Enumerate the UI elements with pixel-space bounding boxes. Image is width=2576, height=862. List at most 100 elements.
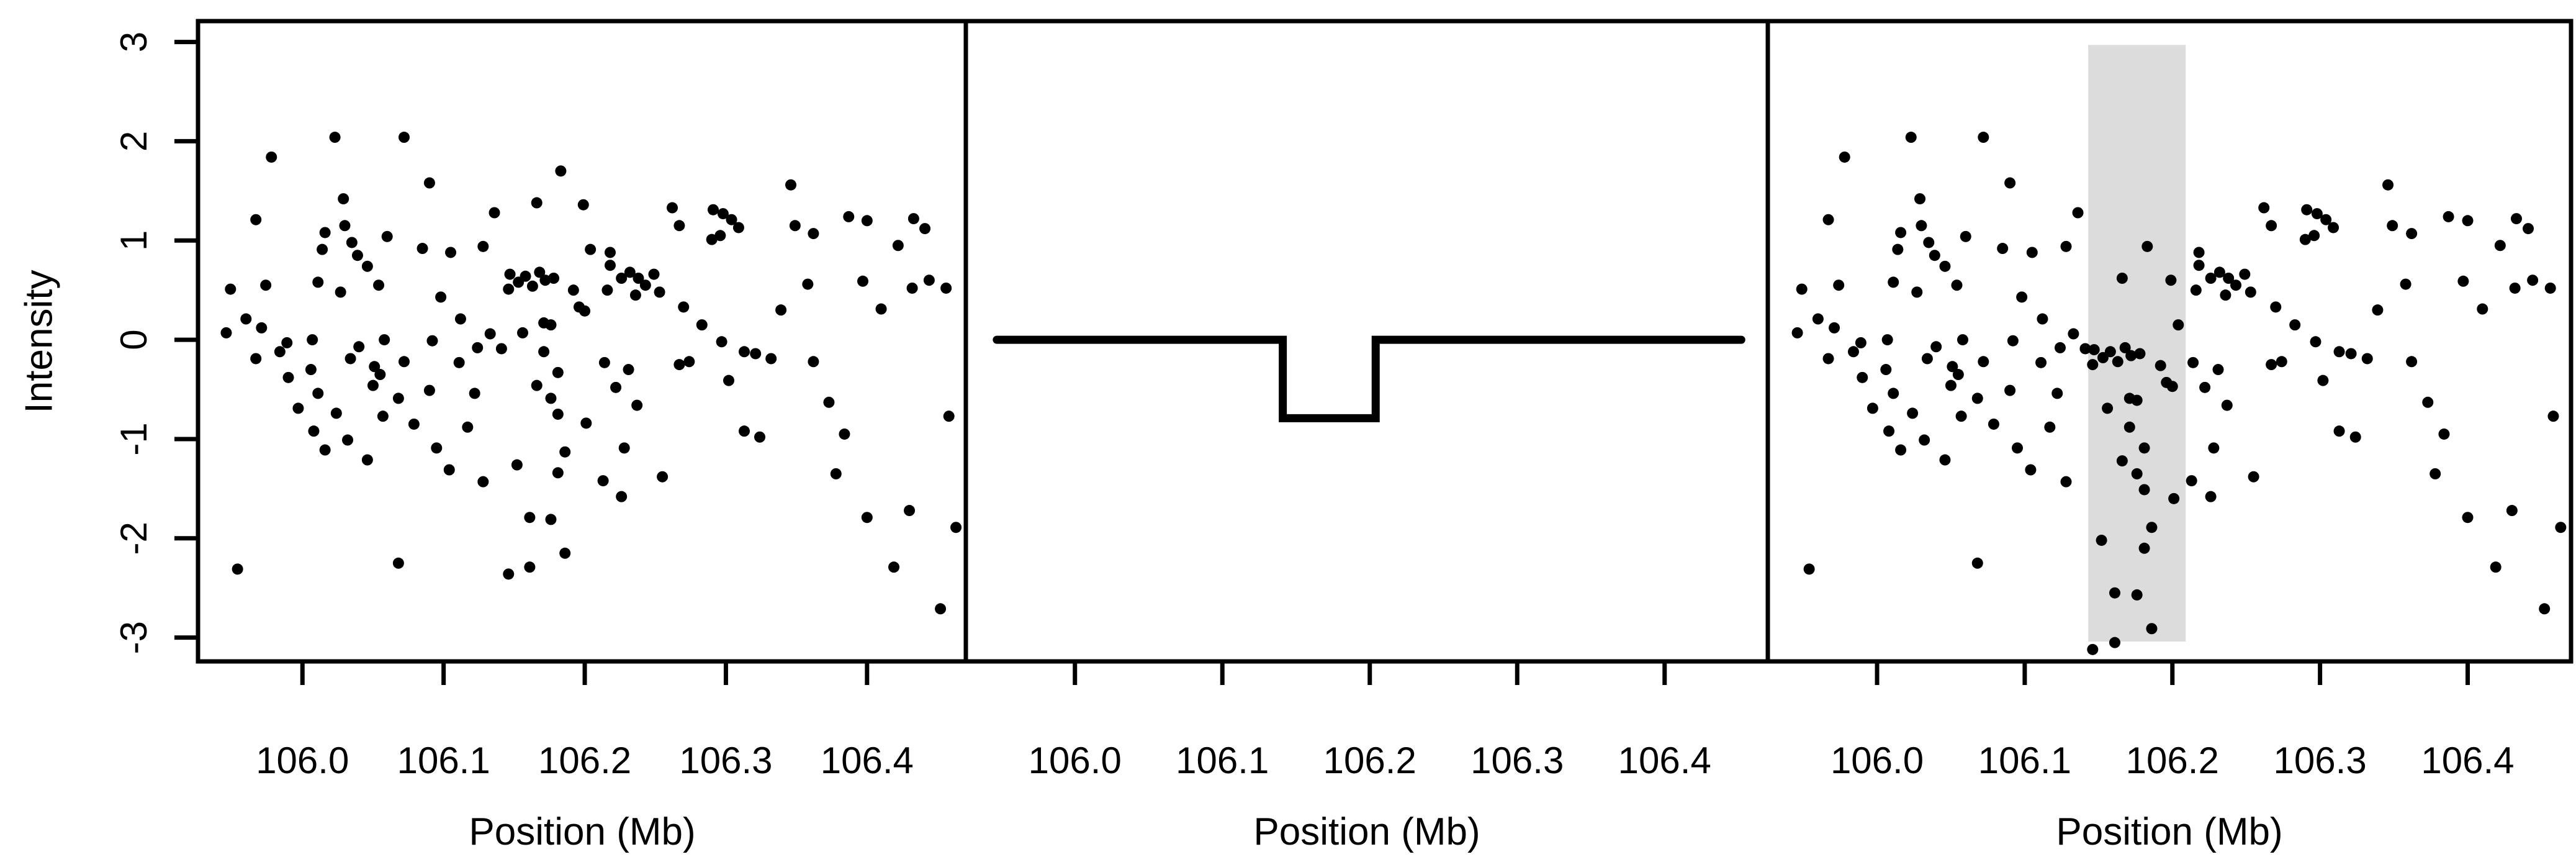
- data-point: [545, 319, 557, 331]
- data-point: [723, 374, 734, 386]
- data-point: [2104, 346, 2116, 358]
- data-point: [2190, 284, 2202, 296]
- data-point: [1971, 557, 1983, 569]
- data-point: [2382, 179, 2394, 191]
- x-tick-label: 106.3: [679, 740, 772, 781]
- data-point: [1923, 237, 1935, 248]
- data-point: [2051, 388, 2063, 399]
- data-point: [808, 228, 819, 240]
- data-point: [648, 268, 660, 280]
- data-point: [738, 346, 750, 358]
- data-point: [1881, 334, 1893, 346]
- data-point: [2230, 279, 2242, 291]
- data-point: [714, 230, 726, 242]
- data-point: [477, 240, 489, 252]
- data-point: [524, 512, 536, 524]
- data-point: [2406, 356, 2418, 368]
- data-point: [2199, 381, 2211, 393]
- data-point: [305, 364, 317, 376]
- x-tick-label: 106.4: [821, 740, 914, 781]
- data-point: [2457, 275, 2469, 287]
- x-axis-title-left: Position (Mb): [469, 810, 695, 853]
- data-point: [2173, 319, 2184, 331]
- data-point: [312, 388, 324, 399]
- data-point: [861, 215, 873, 227]
- x-axis-title-right: Position (Mb): [2056, 810, 2282, 853]
- data-point: [559, 446, 571, 458]
- data-point: [1921, 353, 1933, 365]
- data-point: [381, 230, 393, 242]
- data-point: [2087, 643, 2099, 655]
- data-point: [2037, 313, 2048, 325]
- data-point: [338, 193, 349, 205]
- data-point: [616, 272, 628, 284]
- data-point: [2221, 399, 2233, 411]
- data-point: [2141, 240, 2153, 252]
- data-point: [2490, 561, 2502, 573]
- data-point: [567, 284, 579, 296]
- data-point: [2245, 286, 2256, 298]
- x-tick-label: 106.4: [2421, 740, 2514, 781]
- panel-border: [1765, 19, 2574, 664]
- data-point: [330, 407, 342, 419]
- data-point: [706, 234, 718, 245]
- data-point: [1978, 356, 1989, 368]
- data-point: [861, 512, 873, 524]
- data-point: [443, 464, 455, 476]
- data-point: [888, 561, 900, 573]
- y-axis-title: Intensity: [18, 270, 61, 414]
- data-point: [367, 379, 379, 391]
- data-point: [250, 214, 262, 225]
- data-point: [2547, 411, 2559, 422]
- data-point: [2116, 455, 2128, 467]
- data-point: [775, 304, 787, 316]
- data-point: [2213, 266, 2225, 278]
- data-point: [892, 240, 904, 252]
- data-point: [1955, 411, 1967, 422]
- data-point: [545, 392, 557, 404]
- data-point: [426, 335, 438, 347]
- x-tick-label: 106.0: [1831, 740, 1924, 781]
- data-point: [943, 411, 955, 422]
- data-point: [339, 220, 351, 232]
- data-point: [329, 132, 341, 143]
- data-point: [274, 346, 286, 358]
- data-point: [2349, 431, 2361, 443]
- data-point: [398, 132, 410, 143]
- data-point: [281, 337, 293, 348]
- data-point: [1945, 379, 1957, 391]
- data-point: [802, 278, 814, 290]
- data-point: [2266, 359, 2277, 371]
- data-point: [1930, 341, 1942, 353]
- data-point: [1939, 260, 1951, 272]
- data-point: [604, 260, 616, 271]
- data-point: [2239, 268, 2251, 280]
- data-point: [623, 364, 634, 376]
- data-point: [2212, 364, 2224, 376]
- data-point: [545, 514, 557, 525]
- data-point: [1892, 243, 1904, 255]
- data-point: [716, 336, 727, 348]
- data-point: [2165, 274, 2177, 286]
- data-point: [1905, 132, 1917, 143]
- data-point: [361, 454, 373, 466]
- data-point: [2119, 342, 2131, 353]
- data-point: [392, 557, 404, 569]
- data-point: [904, 505, 916, 517]
- data-point: [1960, 230, 1971, 242]
- data-point: [531, 197, 543, 209]
- data-point: [1796, 283, 1808, 295]
- data-point: [750, 348, 762, 360]
- x-tick-label: 106.3: [1470, 740, 1564, 781]
- data-point: [2131, 589, 2143, 601]
- data-point: [423, 384, 435, 396]
- data-point: [2310, 336, 2322, 348]
- data-point: [696, 319, 708, 331]
- data-point: [707, 204, 719, 216]
- data-point: [2400, 278, 2412, 290]
- data-point: [240, 313, 252, 325]
- data-point: [808, 356, 819, 368]
- data-point: [673, 359, 685, 371]
- data-point: [2301, 204, 2313, 216]
- data-point: [604, 247, 616, 258]
